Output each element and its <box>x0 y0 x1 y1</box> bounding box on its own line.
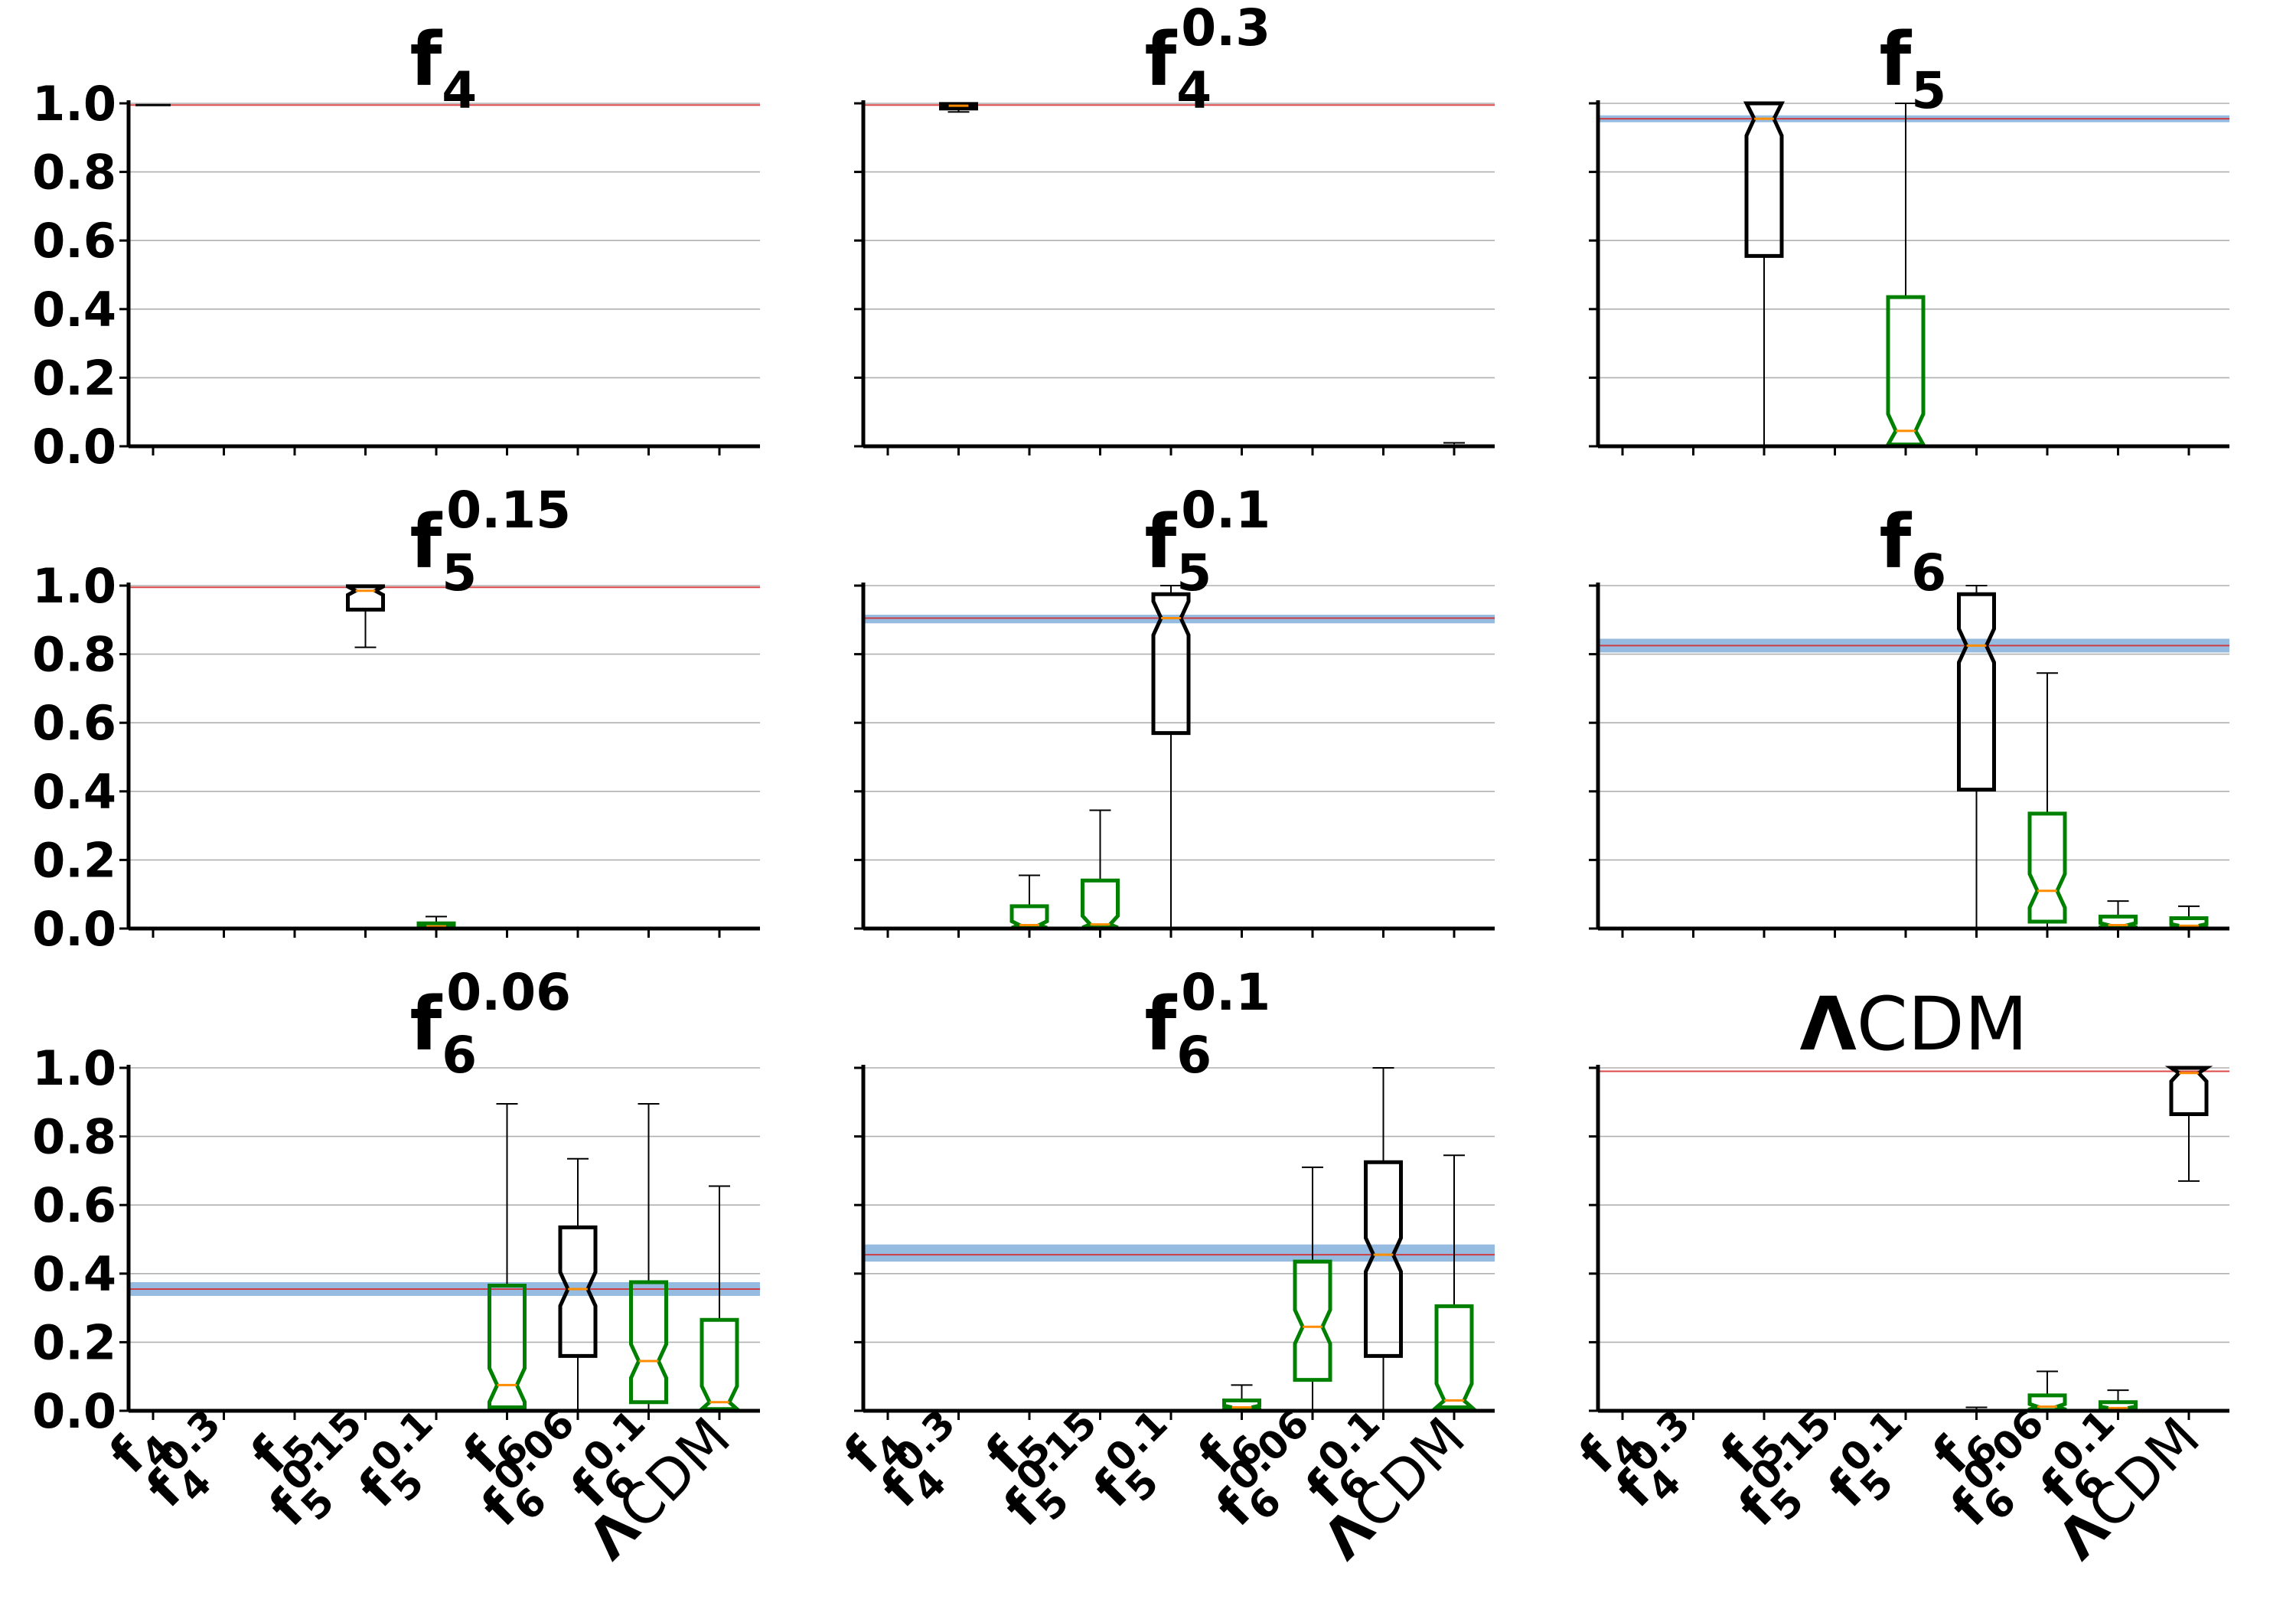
panel-title: f50.1 <box>1145 481 1271 602</box>
y-tick-label: 0.6 <box>32 1177 116 1233</box>
panel-5: f50.1 <box>854 481 1495 938</box>
box-body <box>1293 1259 1332 1382</box>
x-tick-label: f50.1 <box>1076 1402 1201 1526</box>
y-tick-label: 0.8 <box>32 627 116 683</box>
panel-title: f60.1 <box>1145 963 1271 1085</box>
panel-title: f5 <box>1880 17 1947 120</box>
y-tick-label: 1.0 <box>32 76 116 132</box>
x-tick-label: f40.3 <box>1598 1402 1723 1526</box>
box-f5^0.1 <box>1884 103 1927 447</box>
box-body <box>696 1317 742 1412</box>
panel-title: f40.3 <box>1145 0 1271 120</box>
box-f6^0.1 <box>1364 1067 1403 1412</box>
panel-title: f4 <box>410 17 478 120</box>
reference-band <box>863 1244 1495 1262</box>
box-body <box>629 1280 668 1405</box>
box-f5^0.15 <box>346 584 385 648</box>
y-tick-label: 0.6 <box>32 213 116 269</box>
box-body <box>1151 592 1191 736</box>
box-ΛCDM <box>1431 1154 1477 1412</box>
box-f5^0.1 <box>416 916 456 930</box>
y-tick-label: 0.2 <box>32 832 116 888</box>
box-body <box>1364 1160 1403 1358</box>
box-body <box>1884 295 1927 447</box>
x-tick-label: f50.1 <box>1811 1402 1936 1526</box>
y-tick-label: 0.0 <box>32 901 116 957</box>
y-tick-label: 0.8 <box>32 1109 116 1165</box>
box-body <box>939 102 978 111</box>
y-tick-label: 0.8 <box>32 145 116 201</box>
x-tick-label: f50.1 <box>341 1402 466 1526</box>
box-body <box>558 1225 598 1358</box>
box-body <box>1431 1304 1477 1410</box>
box-f6 <box>1222 1384 1261 1412</box>
y-tick-label: 0.4 <box>32 764 116 820</box>
y-tick-label: 0.0 <box>32 419 116 475</box>
box-body <box>2164 1066 2213 1116</box>
box-f5 <box>1009 874 1049 930</box>
x-tick-label: f40.3 <box>863 1402 988 1526</box>
x-tick-label: f40.3 <box>129 1402 253 1526</box>
y-tick-label: 0.4 <box>32 282 116 338</box>
y-tick-label: 1.0 <box>32 558 116 614</box>
box-body <box>1957 592 1996 792</box>
box-body <box>1081 878 1120 930</box>
box-body <box>488 1283 527 1410</box>
box-ΛCDM <box>2169 905 2209 930</box>
box-body <box>346 584 385 612</box>
box-f6^0.06 <box>2027 672 2067 929</box>
panel-title: ΛCDM <box>1799 981 2027 1067</box>
box-f4^0.3 <box>939 102 978 113</box>
box-body <box>2027 811 2067 924</box>
box-f6^0.1 <box>2099 900 2138 930</box>
box-f6 <box>488 1103 527 1412</box>
panel-3: f5 <box>1589 17 2229 455</box>
box-body <box>2027 1393 2067 1412</box>
box-f5^0.1 <box>1151 585 1191 929</box>
box-ΛCDM <box>2164 1066 2213 1182</box>
box-f6 <box>1957 585 1996 929</box>
box-body <box>1743 101 1786 258</box>
box-f6^0.1 <box>2099 1389 2138 1412</box>
panel-title: f50.15 <box>410 481 572 602</box>
box-f5 <box>1743 101 1786 447</box>
panel-title: f6 <box>1880 499 1947 602</box>
panel-title: f60.06 <box>410 963 572 1085</box>
y-tick-label: 0.4 <box>32 1246 116 1302</box>
panel-4: 0.0 0.2 0.4 0.6 0.8 1.0 f50.15 <box>32 481 760 957</box>
box-f6^0.1 <box>629 1103 668 1412</box>
y-tick-label: 0.2 <box>32 1314 116 1370</box>
panel-6: f6 <box>1589 499 2229 938</box>
box-body <box>1222 1399 1261 1412</box>
y-tick-label: 1.0 <box>32 1040 116 1096</box>
box-ΛCDM <box>696 1185 742 1412</box>
box-f5^0.15 <box>1081 809 1120 930</box>
box-f6^0.06 <box>1293 1166 1332 1412</box>
y-tick-label: 0.6 <box>32 695 116 751</box>
panel-2: f40.3 <box>854 0 1495 455</box>
box-f6^0.06 <box>2027 1370 2067 1412</box>
panel-1: 0.0 0.2 0.4 0.6 0.8 1.0 f4 <box>32 17 760 475</box>
y-tick-label: 0.2 <box>32 350 116 406</box>
y-tick-label: 0.0 <box>32 1383 116 1439</box>
